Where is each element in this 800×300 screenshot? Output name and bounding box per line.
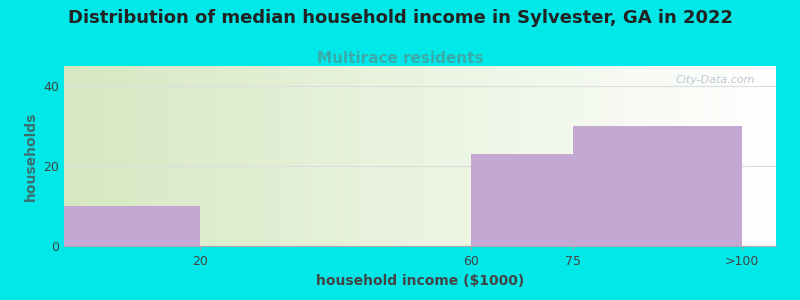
Bar [64, 206, 200, 246]
Bar [471, 154, 573, 246]
X-axis label: household income ($1000): household income ($1000) [316, 274, 524, 288]
Y-axis label: households: households [24, 111, 38, 201]
Text: Distribution of median household income in Sylvester, GA in 2022: Distribution of median household income … [67, 9, 733, 27]
Text: City-Data.com: City-Data.com [675, 75, 754, 85]
Text: Multirace residents: Multirace residents [317, 51, 483, 66]
Bar [573, 126, 742, 246]
